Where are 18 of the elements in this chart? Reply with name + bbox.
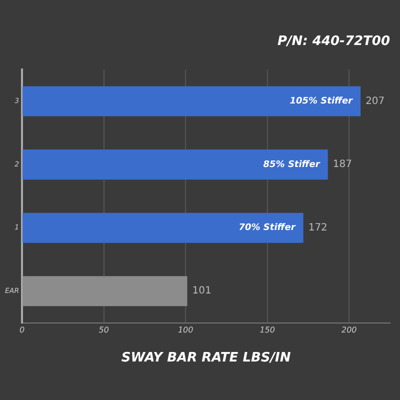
annotation: 85% Stiffer [263,160,320,170]
data-label: 101 [192,286,212,297]
bar [22,212,304,243]
x-tick-label: 150 [260,326,275,335]
x-tick-label: 200 [341,326,357,335]
bar [22,150,328,180]
data-label: 207 [366,96,385,107]
data-label: 172 [308,222,328,234]
chart-title: P/N: 440-72T00 [278,34,390,50]
bar [22,86,361,116]
x-tick-label: 100 [178,326,194,335]
x-tick-label: 0 [20,326,25,335]
annotation: 70% Stiffer [238,223,296,234]
annotation: 105% Stiffer [290,96,354,107]
data-label: 187 [332,159,352,170]
bar [22,276,188,306]
x-tick-label: 50 [98,326,109,335]
x-axis-title: SWAY BAR RATE LBS/IN [121,350,291,366]
